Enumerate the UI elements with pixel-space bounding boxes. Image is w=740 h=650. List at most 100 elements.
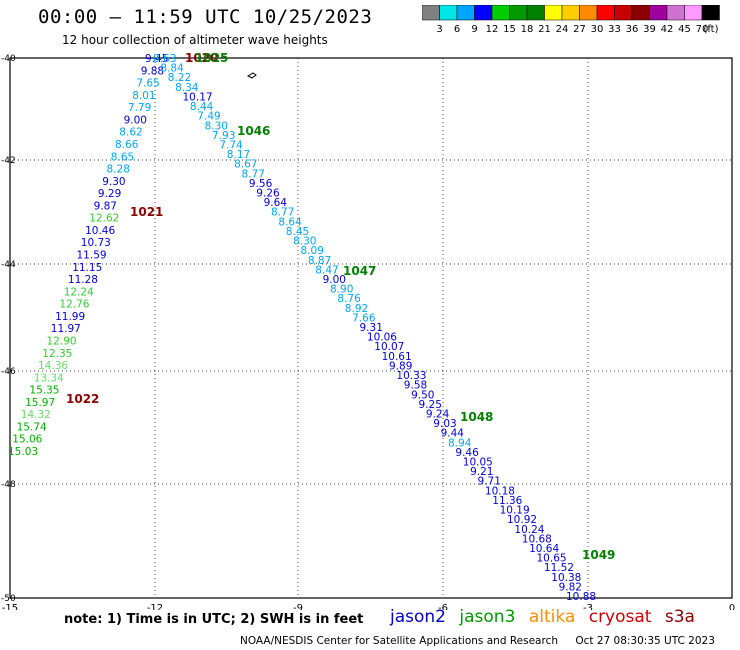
- swh-value-track-b: 10.65: [537, 553, 567, 565]
- colorbar-label: 27: [573, 24, 586, 35]
- swh-value-track-b: 9.46: [455, 447, 479, 459]
- swh-value-track-b: 8.22: [168, 72, 191, 84]
- swh-value-track-b: 8.90: [330, 284, 353, 296]
- swh-value-track-b: 8.45: [286, 226, 309, 238]
- swh-value-track-a: 12.62: [89, 213, 119, 225]
- colorbar-label: 70: [696, 24, 709, 35]
- colorbar-label: 30: [591, 24, 604, 35]
- colorbar-label: 18: [521, 24, 534, 35]
- pass-number-label: 1021: [130, 205, 163, 219]
- swh-value-track-b: 8.17: [227, 149, 250, 161]
- colorbar-label: 12: [486, 24, 499, 35]
- swh-value-track-a: 8.65: [111, 151, 134, 163]
- swh-value-track-a: 9.29: [98, 188, 121, 200]
- swh-value-track-b: 10.88: [566, 591, 596, 603]
- swh-value-track-b: 9.24: [426, 409, 450, 421]
- longitude-tick-label: -3: [583, 603, 593, 610]
- swh-value-track-a: 8.66: [115, 139, 139, 151]
- swh-value-track-b: 10.18: [485, 485, 515, 497]
- swh-value-track-a: 10.73: [81, 237, 111, 249]
- colorbar-label: 9: [471, 24, 477, 35]
- pass-number-label: 1046: [237, 124, 270, 138]
- swh-value-track-a: 9.88: [141, 65, 164, 77]
- swh-value-track-a: 11.59: [77, 250, 107, 262]
- swh-value-track-b: 9.64: [264, 197, 288, 209]
- swh-value-track-a: 11.15: [72, 262, 102, 274]
- island-outline: [246, 72, 257, 79]
- latitude-tick-label: -40: [1, 54, 16, 64]
- swh-value-track-b: 9.56: [249, 178, 273, 190]
- swh-value-track-b: 9.03: [433, 418, 456, 430]
- colorbar-label: 42: [661, 24, 674, 35]
- swh-value-track-a: 8.62: [119, 127, 142, 139]
- swh-value-track-b: 10.61: [382, 351, 412, 363]
- swh-value-track-b: 8.09: [301, 245, 324, 257]
- swh-value-track-b: 8.92: [345, 303, 368, 315]
- credit-line: NOAA/NESDIS Center for Satellite Applica…: [240, 635, 715, 647]
- swh-value-track-b: 10.64: [529, 543, 559, 555]
- legend-jason2: jason2: [390, 607, 446, 627]
- map-title: 00:00 – 11:59 UTC 10/25/2023: [38, 6, 373, 28]
- swh-value-track-a: 15.97: [25, 397, 55, 409]
- swh-value-track-a: 8.28: [107, 164, 130, 176]
- swh-value-track-b: 8.34: [175, 82, 199, 94]
- longitude-tick-label: -9: [293, 603, 303, 610]
- latitude-tick-label: -46: [1, 367, 16, 377]
- credit-org: NOAA/NESDIS Center for Satellite Applica…: [240, 635, 558, 647]
- colorbar-label: 6: [454, 24, 460, 35]
- swh-value-track-b: 8.84: [160, 63, 184, 75]
- swh-value-track-b: 11.36: [492, 495, 522, 507]
- swh-value-track-b: 8.94: [448, 437, 472, 449]
- swh-value-track-b: 9.00: [323, 274, 346, 286]
- swh-value-track-b: 8.77: [242, 168, 265, 180]
- latitude-tick-label: -50: [1, 594, 16, 604]
- longitude-tick-label: -12: [147, 603, 163, 610]
- swh-value-track-a: 15.03: [8, 446, 38, 458]
- colorbar-label: 3: [436, 24, 442, 35]
- colorbar-swatch: [701, 5, 720, 21]
- colorbar-label: 33: [608, 24, 621, 35]
- altimeter-map: -15 -12 -9 -6 -3 0-40-42-44-46-48-509.459.887…: [1, 51, 735, 610]
- swh-value-track-b: 10.92: [507, 514, 537, 526]
- swh-value-track-b: 9.25: [419, 399, 442, 411]
- latitude-tick-label: -44: [1, 260, 16, 270]
- swh-value-track-a: 15.74: [17, 421, 47, 433]
- swh-color-scale: 3 6 9 12 15 18 21 24 27 30 33 36 39 42 45 70(ft): [422, 5, 720, 35]
- swh-value-track-b: 8.44: [190, 101, 214, 113]
- swh-value-track-a: 12.35: [42, 348, 72, 360]
- swh-value-track-a: 9.00: [124, 114, 147, 126]
- longitude-tick-label: 0: [729, 603, 735, 610]
- swh-value-track-a: 13.34: [34, 372, 64, 384]
- units-note: note: 1) Time is in UTC; 2) SWH is in fe…: [64, 612, 364, 627]
- swh-value-track-a: 7.79: [128, 102, 151, 114]
- colorbar-label: 21: [538, 24, 551, 35]
- colorbar-label: 39: [643, 24, 656, 35]
- swh-value-track-b: 10.33: [396, 370, 426, 382]
- swh-value-track-a: 15.35: [29, 385, 59, 397]
- swh-value-track-b: 10.19: [500, 505, 530, 517]
- swh-value-track-b: 10.06: [367, 332, 397, 344]
- colorbar-unit: (ft): [703, 24, 718, 35]
- swh-value-track-a: 12.76: [59, 299, 89, 311]
- swh-value-track-a: 7.65: [136, 78, 159, 90]
- swh-value-track-a: 12.24: [64, 286, 94, 298]
- swh-value-track-b: 9.50: [411, 389, 434, 401]
- pass-number-label: 1048: [460, 410, 493, 424]
- swh-value-track-a: 9.45: [145, 53, 168, 65]
- swh-value-track-b: 10.24: [514, 524, 544, 536]
- latitude-tick-label: -42: [1, 156, 16, 166]
- swh-value-track-a: 15.06: [12, 434, 42, 446]
- colorbar-label: 15: [503, 24, 516, 35]
- swh-value-track-b: 8.30: [293, 236, 316, 248]
- pass-number-label: 1047: [343, 264, 376, 278]
- legend-cryosat: cryosat: [588, 607, 652, 627]
- map-frame: [9, 57, 733, 599]
- colorbar-label: 24: [556, 24, 569, 35]
- swh-value-track-b: 7.74: [219, 140, 243, 152]
- swh-value-track-b: 8.63: [153, 53, 176, 65]
- credit-timestamp: Oct 27 08:30:35 UTC 2023: [575, 635, 715, 647]
- swh-value-track-a: 11.28: [68, 274, 98, 286]
- swh-value-track-b: 10.07: [374, 341, 404, 353]
- latitude-tick-label: -48: [1, 480, 16, 490]
- swh-value-track-a: 14.36: [38, 360, 68, 372]
